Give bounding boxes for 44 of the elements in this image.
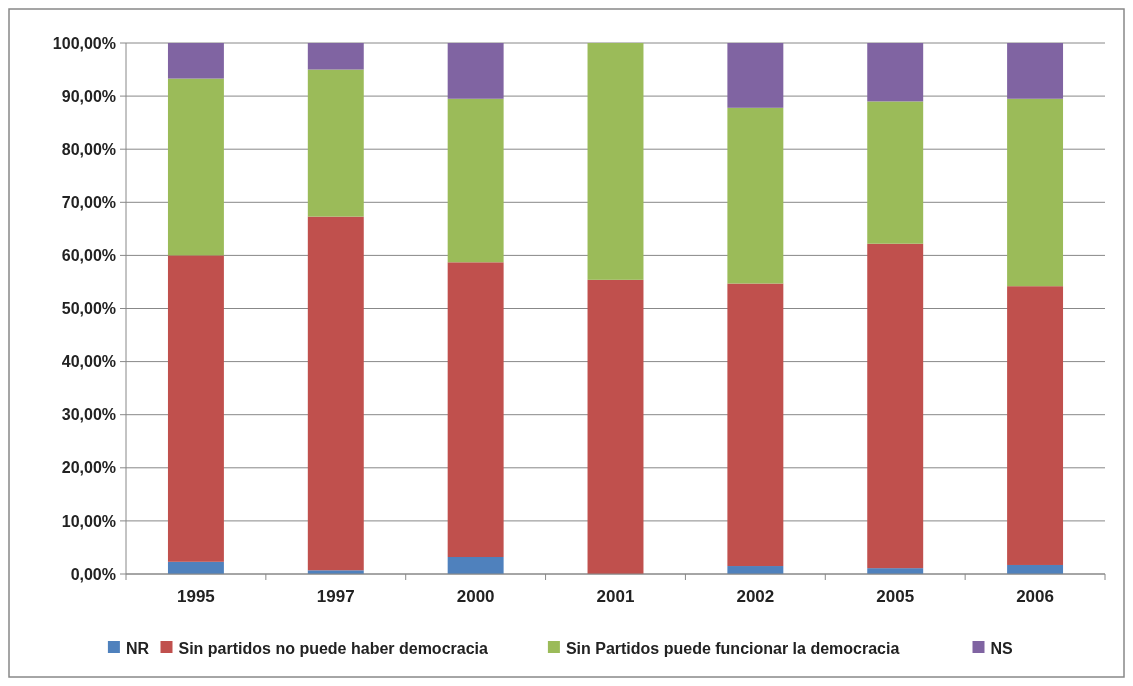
bar (1007, 98, 1064, 287)
x-tick-label: 2001 (596, 587, 635, 606)
x-tick-label: 2000 (456, 587, 495, 606)
x-tick-label: 1995 (177, 587, 215, 606)
bar (307, 43, 364, 70)
bar (447, 262, 504, 558)
legend-label: NR (125, 639, 150, 657)
bar (307, 216, 364, 571)
legend-label: Sin Partidos puede funcionar la democracia (565, 639, 900, 657)
y-tick-label: 60,00% (61, 247, 116, 264)
bar (867, 243, 924, 569)
legend-label: Sin partidos no puede haber democracia (178, 639, 489, 657)
bar (447, 557, 504, 574)
y-tick-label: 10,00% (61, 512, 116, 530)
bar (167, 255, 224, 562)
bar (727, 107, 784, 284)
bar (867, 43, 924, 102)
y-tick-label: 90,00% (61, 87, 116, 105)
bar (727, 43, 784, 108)
bar (307, 69, 364, 217)
bar (447, 43, 504, 99)
bar (167, 78, 224, 256)
y-tick-label: 20,00% (61, 459, 116, 477)
x-tick-label: 2006 (1016, 587, 1054, 606)
x-tick-label: 1997 (316, 587, 355, 606)
bar (1007, 286, 1064, 565)
y-tick-label: 50,00% (61, 300, 116, 318)
y-tick-label: 100,00% (52, 34, 116, 52)
y-tick-label: 80,00% (61, 140, 116, 158)
y-tick-label: 30,00% (61, 406, 116, 424)
bar (587, 279, 644, 574)
bar (447, 98, 504, 263)
bar (167, 43, 224, 79)
y-tick-label: 70,00% (61, 193, 116, 211)
x-tick-label: 2005 (876, 587, 915, 606)
bar (1007, 43, 1064, 99)
x-tick-label: 2002 (736, 587, 775, 606)
y-tick-label: 0,00% (70, 565, 116, 583)
bar (587, 43, 644, 280)
y-tick-label: 40,00% (61, 353, 116, 371)
bar (727, 283, 784, 567)
legend-label: NS (990, 639, 1014, 657)
bar (167, 561, 224, 574)
bar (867, 101, 924, 244)
